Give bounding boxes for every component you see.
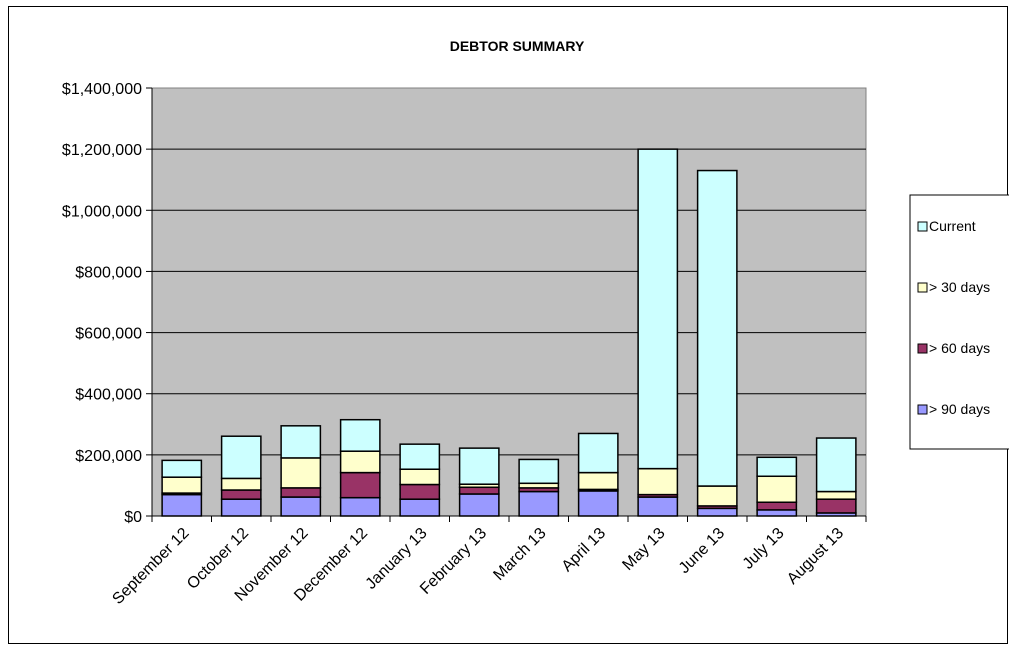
bar-segment	[220, 477, 262, 491]
chart-svg: DEBTOR SUMMARY $0 $200,000 $400,000 $600,00…	[62, 38, 1009, 608]
bar-segment	[577, 471, 619, 491]
bar-segment	[756, 456, 798, 478]
bar-segment	[756, 509, 798, 517]
legend-swatch	[917, 343, 928, 354]
bar-segment	[577, 432, 619, 474]
bar-segment	[399, 443, 441, 470]
bar-segment	[161, 459, 203, 478]
x-tick-label: July 13	[740, 525, 788, 573]
legend-swatch	[917, 221, 928, 232]
bar-segment	[815, 498, 857, 514]
x-tick-label: June 13	[676, 525, 728, 577]
bar-segment	[280, 487, 322, 498]
legend-swatch	[917, 404, 928, 415]
bar-segment	[161, 476, 203, 494]
y-tick-label: $1,400,000	[62, 81, 142, 98]
y-tick-label: $1,000,000	[62, 203, 142, 220]
bar-segment	[577, 490, 619, 517]
bar-segment	[458, 493, 500, 517]
y-tick-label: $800,000	[75, 264, 142, 281]
x-tick-label: March 13	[490, 525, 549, 584]
bar-segment	[637, 496, 679, 517]
legend-label: > 60 days	[929, 340, 990, 356]
bar-segment	[637, 467, 679, 496]
bar-segment	[399, 483, 441, 500]
bar-segment	[399, 468, 441, 486]
bar-segment	[220, 435, 262, 480]
bar-segment	[458, 486, 500, 495]
y-tick-label: $200,000	[75, 448, 142, 465]
legend-label: Current	[929, 218, 976, 234]
legend: Current > 30 days > 60 days > 90 days	[909, 194, 1009, 450]
x-tick-label: May 13	[619, 525, 668, 574]
bar-segment	[339, 418, 381, 452]
legend-label: > 90 days	[929, 401, 990, 417]
bar-segment	[339, 496, 381, 517]
bar-segment	[339, 450, 381, 474]
x-tick-label: September 12	[109, 525, 192, 608]
x-tick-label: April 13	[559, 525, 609, 575]
bar-segment	[280, 425, 322, 459]
bar-segment	[756, 501, 798, 511]
x-tick-label: August 13	[784, 525, 847, 588]
bar-segment	[220, 489, 262, 500]
plot-background	[151, 87, 867, 517]
bar-segment	[815, 437, 857, 493]
bar-segment	[220, 498, 262, 517]
y-tick-label: $400,000	[75, 387, 142, 404]
bar-segment	[458, 447, 500, 485]
bar-segment	[696, 485, 738, 507]
bar-segment	[637, 148, 679, 470]
bar-segment	[518, 458, 560, 485]
y-tick-label: $600,000	[75, 326, 142, 343]
chart-title: DEBTOR SUMMARY	[450, 38, 585, 54]
y-tick-label: $0	[124, 509, 142, 526]
bar-segment	[696, 507, 738, 517]
bar-segment	[756, 475, 798, 503]
legend-label: > 30 days	[929, 279, 990, 295]
bar-segment	[815, 490, 857, 500]
y-tick-label: $1,200,000	[62, 142, 142, 159]
plot-area: $0 $200,000 $400,000 $600,000 $800,000 $1,000…	[62, 81, 867, 608]
bar-segment	[518, 490, 560, 517]
chart-frame: DEBTOR SUMMARY $0 $200,000 $400,000 $600,00…	[8, 6, 1009, 644]
bar-segment	[161, 493, 203, 517]
legend-swatch	[917, 282, 928, 293]
bar-segment	[696, 169, 738, 487]
bar-segment	[280, 496, 322, 517]
bar-segment	[280, 457, 322, 489]
bar-segment	[339, 471, 381, 499]
bar-segment	[399, 498, 441, 517]
